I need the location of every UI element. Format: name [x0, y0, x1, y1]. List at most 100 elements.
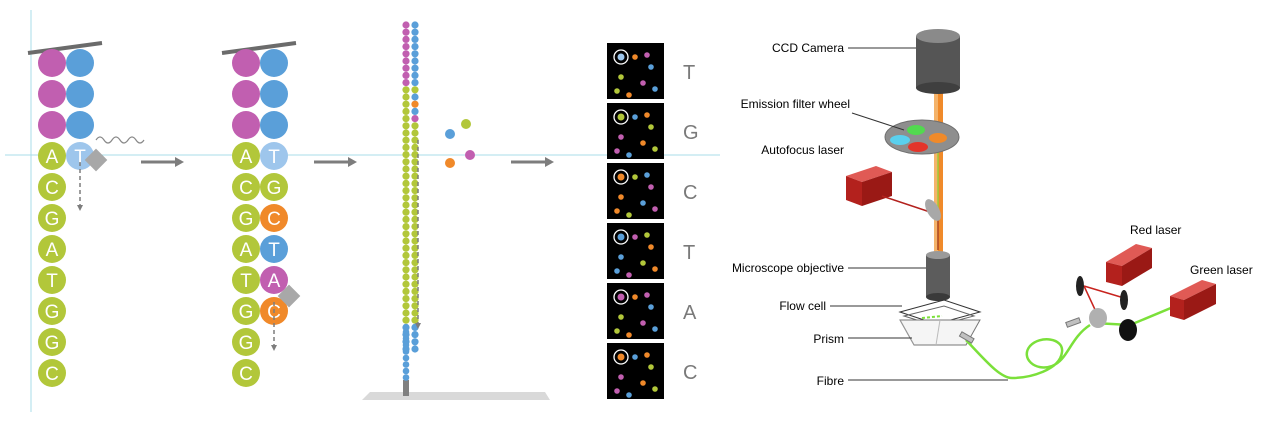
- template-nucleotide: G: [232, 297, 260, 325]
- fluorophore-block: [84, 148, 108, 172]
- cluster-bead: [402, 316, 410, 324]
- cluster-bead: [402, 158, 410, 166]
- template-nucleotide-letter: G: [239, 209, 254, 230]
- cluster-bead: [402, 28, 410, 36]
- cluster-bead: [402, 57, 410, 65]
- cluster-extension-arrow: [415, 140, 421, 329]
- anchored-nucleotide-right: [260, 111, 288, 139]
- surface-bar: [27, 41, 103, 55]
- cluster-bead: [411, 35, 419, 44]
- highlighted-cluster: [617, 173, 625, 181]
- cluster-bead: [411, 79, 419, 87]
- cluster-spot: [632, 114, 638, 120]
- template-nucleotide-letter: G: [45, 302, 60, 323]
- cluster-bead: [402, 367, 410, 375]
- cluster-bead: [411, 208, 419, 216]
- cluster-spot: [652, 326, 658, 332]
- template-nucleotide: G: [38, 328, 66, 356]
- green-laser: [1170, 280, 1216, 320]
- cluster-spot: [648, 64, 654, 70]
- cluster-bead: [411, 100, 419, 108]
- mirror-right: [1120, 290, 1128, 310]
- cluster-spot: [648, 184, 654, 190]
- read-panel: [607, 163, 664, 219]
- cluster-spot: [614, 268, 620, 274]
- label-flow-cell: Flow cell: [779, 299, 826, 313]
- cluster-spot: [652, 386, 658, 392]
- template-nucleotide-letter: A: [240, 147, 253, 168]
- cluster-spot: [640, 200, 646, 206]
- cluster-bead: [411, 143, 419, 151]
- highlighted-cluster: [617, 233, 625, 241]
- microscope-objective: [926, 251, 950, 301]
- label-green-laser: Green laser: [1190, 263, 1253, 277]
- red-laser: [1106, 244, 1152, 286]
- fluorophore-block: [277, 284, 301, 308]
- read-panel: [607, 343, 664, 399]
- template-nucleotide: G: [38, 297, 66, 325]
- cluster-spot: [618, 314, 624, 320]
- cluster-bead: [402, 71, 410, 79]
- cluster-bead: [402, 354, 410, 362]
- extension-arrow: [271, 302, 277, 351]
- emission-wave: [95, 136, 145, 144]
- template-nucleotide-letter: G: [239, 333, 254, 354]
- template-nucleotide: C: [232, 359, 260, 387]
- cluster-bead: [411, 172, 419, 180]
- read-base-letter: C: [683, 362, 697, 384]
- incoming-nucleotide-letter: T: [74, 147, 86, 168]
- emission-filter-wheel: [884, 119, 960, 155]
- cluster-spot: [652, 266, 658, 272]
- template-nucleotide: T: [232, 266, 260, 294]
- cluster-spot: [618, 254, 624, 260]
- cluster-spot: [640, 380, 646, 386]
- anchored-nucleotide-right: [66, 49, 94, 77]
- beam-dump: [1119, 319, 1137, 341]
- cluster-bead: [411, 187, 419, 195]
- sequencing-read-panels: T G C T A C: [607, 43, 699, 399]
- template-nucleotide: G: [232, 328, 260, 356]
- label-ccd-camera: CCD Camera: [772, 41, 844, 55]
- read-panel: [607, 283, 664, 339]
- cluster-spot: [652, 146, 658, 152]
- incoming-nucleotide: T: [66, 142, 94, 170]
- highlighted-cluster-ring: [613, 109, 629, 125]
- paired-nucleotide-letter: T: [268, 147, 280, 168]
- template-nucleotide: C: [232, 173, 260, 201]
- highlighted-cluster-ring: [613, 169, 629, 185]
- cluster-bead: [411, 50, 419, 58]
- free-nucleotide: [465, 150, 475, 160]
- cluster-bead: [411, 302, 419, 310]
- cluster-bead: [411, 338, 419, 346]
- combiner-mirror: [1089, 308, 1107, 328]
- prism: [899, 319, 981, 346]
- cluster-bead: [411, 331, 419, 339]
- template-nucleotide-letter: G: [239, 302, 254, 323]
- cluster-bead: [402, 244, 410, 252]
- paired-nucleotide: G: [260, 173, 288, 201]
- anchored-nucleotide-left: [232, 111, 260, 139]
- cluster-spot: [644, 112, 650, 118]
- anchored-nucleotide-right: [66, 80, 94, 108]
- cluster-spot: [632, 354, 638, 360]
- cluster-bead: [402, 86, 410, 94]
- cluster-spot: [614, 388, 620, 394]
- cluster-bead: [411, 57, 419, 65]
- anchored-nucleotide-right: [66, 111, 94, 139]
- cluster-bead: [402, 21, 410, 29]
- cluster-spot: [648, 244, 654, 250]
- template-nucleotide-letter: A: [46, 240, 59, 261]
- cluster-bead: [411, 316, 419, 324]
- cluster-spot: [614, 208, 620, 214]
- paired-nucleotide: T: [260, 235, 288, 263]
- cluster-bead: [402, 309, 410, 317]
- cluster-bead: [411, 21, 419, 29]
- cluster-bead: [402, 122, 410, 130]
- cluster-bead: [411, 266, 419, 274]
- free-nucleotides: [445, 119, 475, 168]
- cluster-spot: [626, 392, 632, 398]
- cluster-bead: [411, 71, 419, 79]
- anchored-nucleotide-left: [38, 80, 66, 108]
- cluster-spot: [640, 320, 646, 326]
- cluster-spot: [632, 234, 638, 240]
